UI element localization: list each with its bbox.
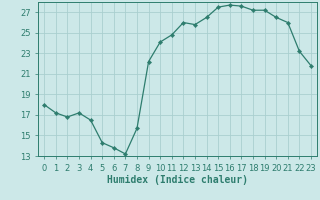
X-axis label: Humidex (Indice chaleur): Humidex (Indice chaleur)	[107, 175, 248, 185]
